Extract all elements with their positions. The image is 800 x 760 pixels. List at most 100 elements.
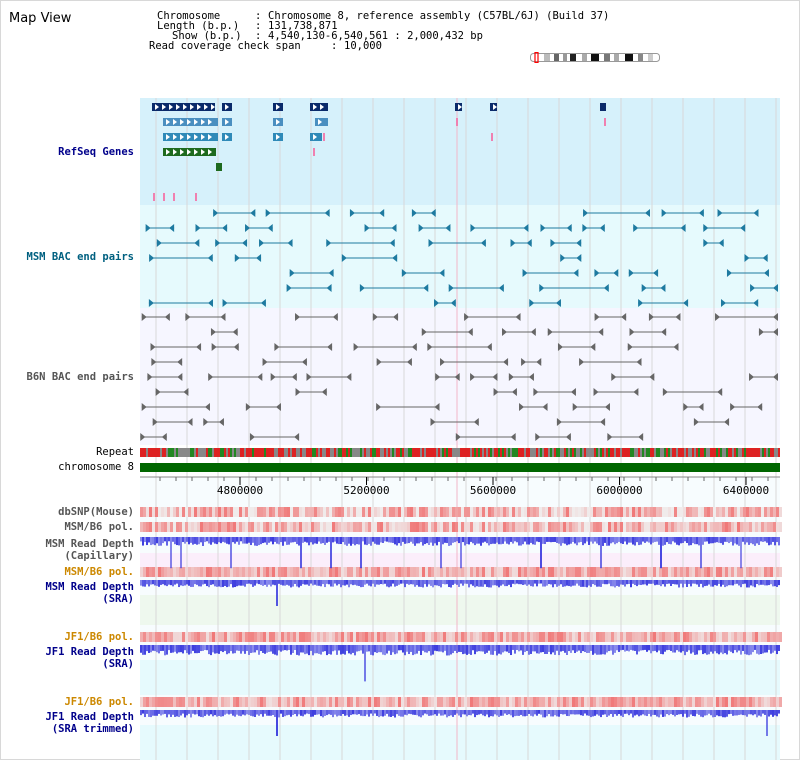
read-depth-bar <box>630 710 632 714</box>
read-depth-bar <box>502 580 504 585</box>
msm-bac-pair-end <box>566 224 572 232</box>
pol-heat-cell <box>461 507 464 517</box>
pol-heat-cell <box>188 632 191 642</box>
read-depth-bar <box>284 537 286 542</box>
pol-heat-cell <box>656 567 659 577</box>
repeat-segment <box>242 448 244 457</box>
pol-heat-cell <box>614 522 617 532</box>
pol-heat-cell <box>365 697 368 707</box>
pol-heat-cell <box>248 507 251 517</box>
msm-bac-pair-end <box>613 269 619 277</box>
pol-heat-cell <box>176 507 179 517</box>
read-depth-bar <box>220 580 222 588</box>
pol-heat-cell <box>368 567 371 577</box>
repeat-segment <box>532 448 534 457</box>
read-depth-bar <box>314 537 316 544</box>
pol-heat-cell <box>293 507 296 517</box>
pol-heat-cell <box>545 567 548 577</box>
read-depth-bar <box>698 645 700 651</box>
pol-heat-cell <box>140 632 143 642</box>
read-depth-bar <box>750 537 752 544</box>
pol-heat-cell <box>404 632 407 642</box>
repeat-segment <box>288 448 290 457</box>
pol-heat-cell <box>452 507 455 517</box>
read-depth-bar <box>722 580 724 585</box>
read-depth-bar <box>768 537 770 546</box>
read-depth-bar <box>568 580 570 587</box>
b6n-bac-pair-end <box>204 403 210 411</box>
read-depth-bar <box>738 537 740 546</box>
read-depth-bar <box>378 580 380 585</box>
read-depth-bar <box>264 537 266 543</box>
read-depth-bar <box>646 710 648 717</box>
pol-heat-cell <box>554 632 557 642</box>
pol-heat-cell <box>494 567 497 577</box>
pol-heat-cell <box>422 522 425 532</box>
read-depth-bar <box>456 710 458 714</box>
pol-heat-cell <box>593 697 596 707</box>
pol-heat-cell <box>506 632 509 642</box>
pol-heat-cell <box>503 632 506 642</box>
read-depth-bar <box>238 710 240 716</box>
pol-heat-cell <box>683 522 686 532</box>
read-depth-bar <box>712 645 714 654</box>
read-depth-bar <box>558 645 560 656</box>
read-depth-bar <box>728 537 730 544</box>
pol-heat-cell <box>608 567 611 577</box>
pol-heat-cell <box>515 567 518 577</box>
msm-bac-pair-end <box>510 239 516 247</box>
read-depth-bar <box>306 645 308 654</box>
read-depth-bar <box>652 580 654 584</box>
pol-heat-cell <box>257 507 260 517</box>
read-depth-bar <box>190 537 192 543</box>
read-depth-bar <box>528 580 530 585</box>
pol-heat-cell <box>158 632 161 642</box>
b6n-bac-pair-end <box>155 388 161 396</box>
pol-heat-cell <box>161 697 164 707</box>
pol-heat-cell <box>155 632 158 642</box>
read-depth-bar <box>306 580 308 585</box>
read-depth-bar <box>700 537 702 569</box>
pol-heat-cell <box>410 507 413 517</box>
read-depth-bar <box>222 710 224 717</box>
pol-heat-cell <box>353 632 356 642</box>
pol-heat-cell <box>311 632 314 642</box>
pol-heat-cell <box>413 522 416 532</box>
read-depth-bar <box>642 537 644 542</box>
read-depth-bar <box>622 710 624 718</box>
pol-heat-cell <box>152 507 155 517</box>
pol-heat-cell <box>344 567 347 577</box>
pol-heat-cell <box>263 522 266 532</box>
read-depth-bar <box>184 645 186 651</box>
pol-heat-cell <box>743 507 746 517</box>
read-depth-bar <box>434 537 436 544</box>
read-depth-bar <box>664 537 666 545</box>
read-depth-bar <box>582 645 584 652</box>
read-depth-bar <box>626 537 628 545</box>
read-depth-bar <box>402 537 404 542</box>
read-depth-bar <box>324 580 326 588</box>
msm-bac-pair-end <box>439 269 445 277</box>
repeat-segment <box>254 448 256 457</box>
msm-bac-pair-end <box>726 269 732 277</box>
pol-heat-cell <box>182 632 185 642</box>
read-depth-bar <box>434 580 436 586</box>
pol-heat-cell <box>326 697 329 707</box>
gene-strand-arrow <box>166 149 170 155</box>
pol-heat-cell <box>584 522 587 532</box>
chromosome-ideogram[interactable] <box>530 52 660 63</box>
msm-bac-pair-end <box>418 224 424 232</box>
repeat-segment <box>762 448 764 457</box>
pol-heat-cell <box>320 632 323 642</box>
repeat-segment <box>708 448 710 457</box>
read-depth-bar <box>638 645 640 652</box>
msm-bac-pair-end <box>628 269 634 277</box>
pol-heat-cell <box>770 507 773 517</box>
repeat-segment <box>468 448 470 457</box>
pol-heat-cell <box>254 632 257 642</box>
pol-heat-cell <box>644 632 647 642</box>
pol-heat-cell <box>290 507 293 517</box>
pol-heat-cell <box>449 697 452 707</box>
info-coverage-value: 10,000 <box>344 40 382 52</box>
